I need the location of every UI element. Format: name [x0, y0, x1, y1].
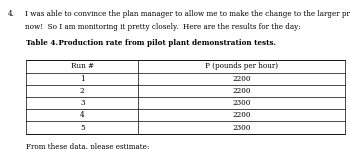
- Text: 2: 2: [80, 87, 85, 95]
- Text: now!  So I am monitoring it pretty closely.  Here are the results for the day:: now! So I am monitoring it pretty closel…: [25, 23, 301, 31]
- Text: 4: 4: [80, 111, 85, 119]
- Text: 2300: 2300: [232, 99, 251, 107]
- Text: 2200: 2200: [232, 75, 251, 83]
- Text: 2300: 2300: [232, 124, 251, 132]
- Text: Table 4.: Table 4.: [26, 39, 58, 48]
- Text: I was able to convince the plan manager to allow me to make the change to the la: I was able to convince the plan manager …: [25, 10, 350, 18]
- Text: 4.: 4.: [8, 10, 15, 18]
- Text: Run #: Run #: [71, 62, 94, 70]
- Text: P (pounds per hour): P (pounds per hour): [205, 62, 278, 70]
- Text: 2200: 2200: [232, 111, 251, 119]
- Bar: [26, 60, 345, 134]
- Text: 3: 3: [80, 99, 84, 107]
- Text: Production rate from pilot plant demonstration tests.: Production rate from pilot plant demonst…: [56, 39, 276, 48]
- Text: 1: 1: [80, 75, 85, 83]
- Text: 5: 5: [80, 124, 85, 132]
- Text: 2200: 2200: [232, 87, 251, 95]
- Text: From these data, please estimate:: From these data, please estimate:: [26, 143, 150, 149]
